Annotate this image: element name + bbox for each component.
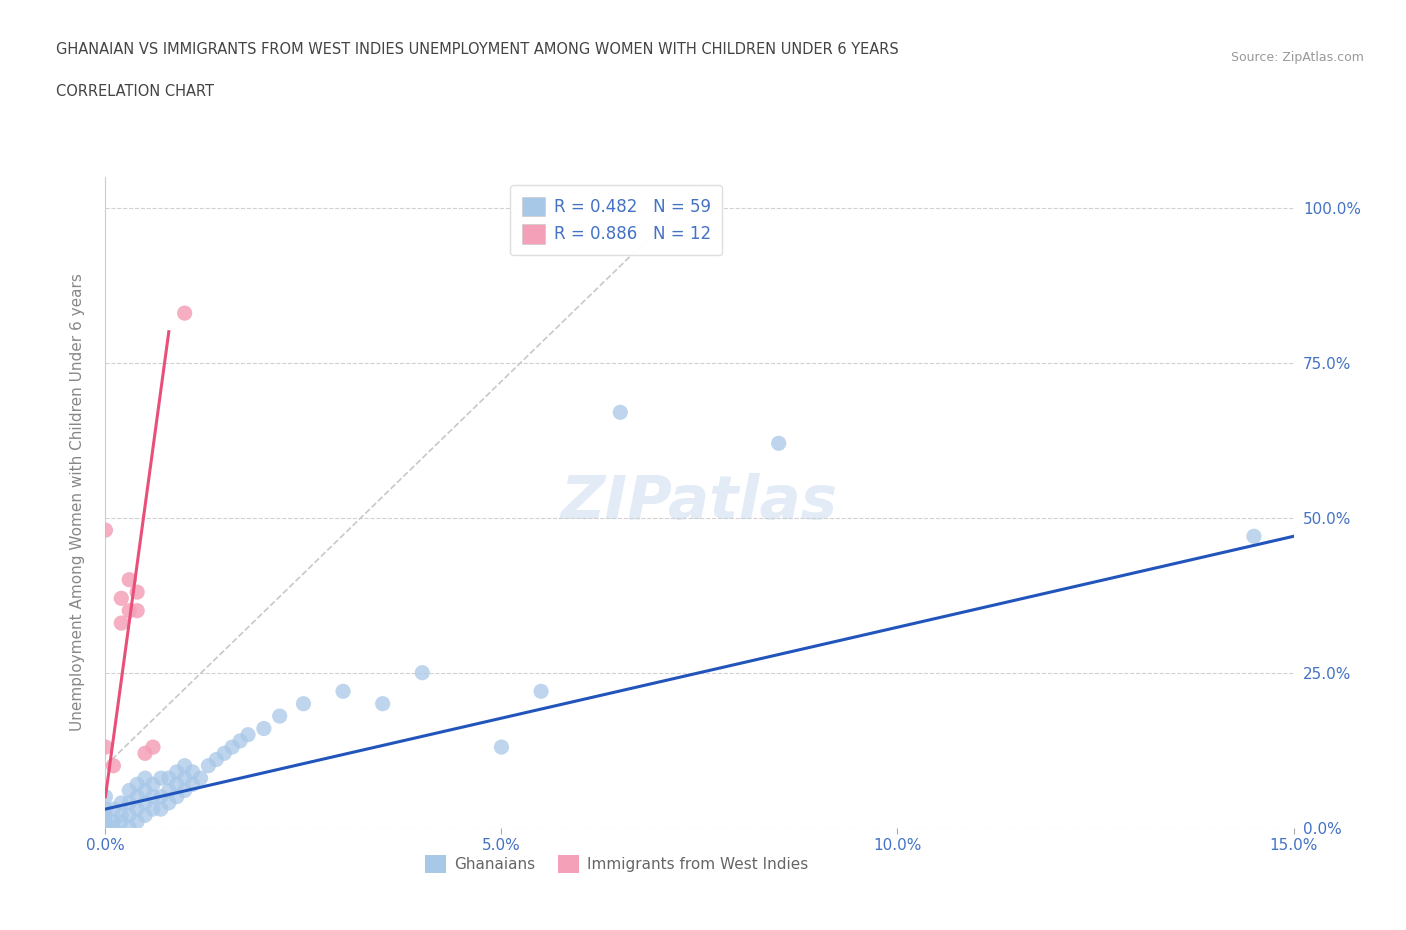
Point [197,758,219,773]
Point [166,764,188,779]
Point [371,697,394,711]
Point [173,758,195,773]
Point [118,795,141,810]
Point [103,802,125,817]
Point [127,777,149,791]
Point [157,783,180,798]
Point [118,572,141,587]
Text: CORRELATION CHART: CORRELATION CHART [56,84,214,99]
Point [94,814,117,829]
Point [142,739,165,754]
Point [142,802,165,817]
Point [110,795,132,810]
Point [110,616,132,631]
Point [530,684,553,698]
Point [173,783,195,798]
Point [269,709,291,724]
Point [157,771,180,786]
Point [110,591,132,605]
Point [134,808,156,823]
Point [149,771,172,786]
Point [149,790,172,804]
Text: ZIPatlas: ZIPatlas [561,472,838,532]
Point [127,585,149,600]
Point [110,808,132,823]
Point [142,777,165,791]
Point [332,684,354,698]
Point [134,783,156,798]
Point [157,795,180,810]
Point [166,777,188,791]
Point [118,808,141,823]
Point [190,771,212,786]
Point [411,665,433,680]
Point [103,820,125,835]
Point [166,790,188,804]
Point [609,405,631,419]
Point [94,790,117,804]
Point [236,727,259,742]
Point [1243,529,1265,544]
Point [491,739,513,754]
Point [94,802,117,817]
Point [768,436,790,451]
Point [127,814,149,829]
Point [292,697,315,711]
Point [94,820,117,835]
Point [127,790,149,804]
Point [253,721,276,736]
Point [229,734,252,749]
Point [94,739,117,754]
Point [149,802,172,817]
Point [205,752,228,767]
Point [127,604,149,618]
Text: GHANAIAN VS IMMIGRANTS FROM WEST INDIES UNEMPLOYMENT AMONG WOMEN WITH CHILDREN U: GHANAIAN VS IMMIGRANTS FROM WEST INDIES … [56,42,898,57]
Point [173,771,195,786]
Point [103,758,125,773]
Point [94,820,117,835]
Point [118,820,141,835]
Point [142,790,165,804]
Point [127,802,149,817]
Point [181,777,204,791]
Point [134,746,156,761]
Legend: Ghanaians, Immigrants from West Indies: Ghanaians, Immigrants from West Indies [419,849,814,879]
Y-axis label: Unemployment Among Women with Children Under 6 years: Unemployment Among Women with Children U… [70,273,84,731]
Point [221,739,243,754]
Point [173,306,195,321]
Point [134,771,156,786]
Point [118,604,141,618]
Point [94,523,117,538]
Point [181,764,204,779]
Point [94,808,117,823]
Point [118,783,141,798]
Point [134,795,156,810]
Point [214,746,236,761]
Point [103,814,125,829]
Point [110,814,132,829]
Text: Source: ZipAtlas.com: Source: ZipAtlas.com [1230,51,1364,64]
